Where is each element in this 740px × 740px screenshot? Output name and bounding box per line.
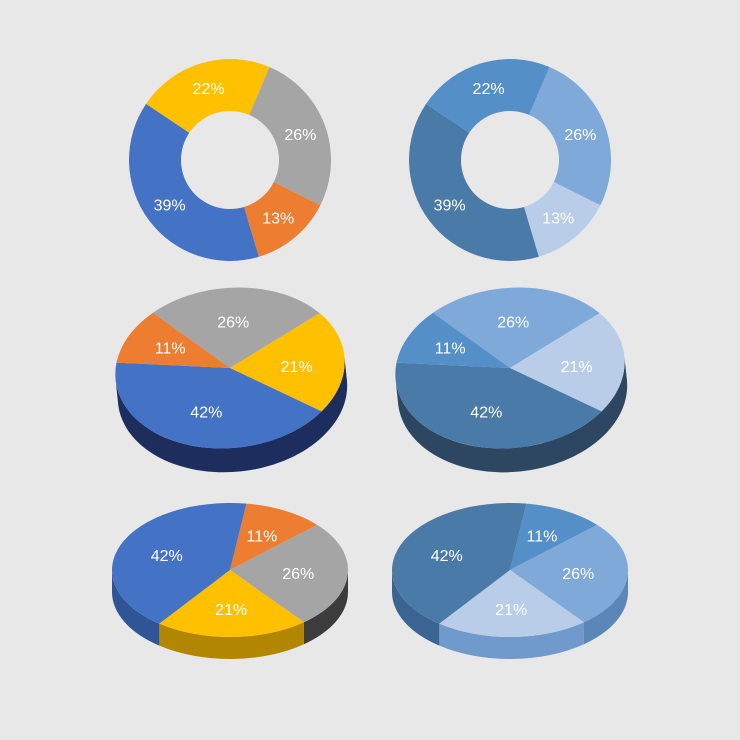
pie-slice <box>115 362 322 449</box>
pie-slice <box>432 287 600 368</box>
slice-label: 39% <box>154 198 186 215</box>
slice-label: 26% <box>282 566 314 583</box>
slice-label: 42% <box>190 404 222 421</box>
slice-label: 39% <box>434 198 466 215</box>
pie-slice <box>112 503 247 624</box>
slice-label: 21% <box>561 359 593 376</box>
slice-label: 26% <box>284 127 316 144</box>
pie-slice <box>439 570 584 637</box>
slice-label: 26% <box>497 315 529 332</box>
slice-label: 11% <box>155 341 186 358</box>
slice-label: 42% <box>431 548 463 565</box>
slice-label: 26% <box>564 127 596 144</box>
pie-side-segment <box>112 570 160 646</box>
pie-slice <box>392 503 527 624</box>
pie-side-segment <box>159 622 304 659</box>
donut-slice <box>529 67 611 206</box>
pie-slice <box>230 313 345 412</box>
pie-body <box>395 287 628 473</box>
slice-label: 26% <box>562 566 594 583</box>
slice-label: 26% <box>217 315 249 332</box>
donut-slice <box>146 59 270 133</box>
donut-slice <box>408 103 539 261</box>
slice-label: 21% <box>281 359 313 376</box>
pie-slice <box>395 362 602 449</box>
donut-slice <box>243 181 321 257</box>
slice-label: 13% <box>262 210 294 227</box>
slice-label: 11% <box>435 341 466 358</box>
slice-label: 42% <box>151 548 183 565</box>
donut-slice <box>129 103 259 261</box>
pie-slice <box>230 524 348 623</box>
pie-side-segment <box>392 570 440 646</box>
pie-slice <box>510 524 628 623</box>
pie-body <box>392 503 628 659</box>
pie-side-segment <box>583 570 628 645</box>
tilted-3d-pie-chart-blue: 26% 21% 42% 11% <box>395 287 628 473</box>
pie-slice <box>116 312 230 368</box>
tilted-3d-pie-chart-multicolor: 26% 21% 42% 11% <box>115 287 348 473</box>
slice-label: 11% <box>246 529 277 546</box>
slice-label: 21% <box>215 602 247 619</box>
pie-body <box>112 503 348 659</box>
slice-label: 22% <box>193 81 225 98</box>
pie-slice <box>230 503 318 570</box>
pie-side-segment <box>439 622 584 659</box>
3d-pie-chart-blue: 11% 26% 21% 42% <box>392 503 628 659</box>
pie-side <box>395 355 628 473</box>
pie-slice <box>510 503 598 570</box>
pie-side-segment <box>303 570 348 645</box>
donut-chart-blue: 26% 13% 39% 22% <box>408 58 611 261</box>
slice-label: 21% <box>495 602 527 619</box>
slice-label: 42% <box>470 404 502 421</box>
pie-body <box>115 287 348 473</box>
pie-slice <box>152 287 320 368</box>
donut-slice <box>249 67 331 206</box>
pie-side <box>115 355 348 473</box>
3d-pie-chart-multicolor: 11% 26% 21% 42% <box>112 503 348 659</box>
slice-label: 13% <box>542 210 574 227</box>
donut-chart-multicolor: 26% 13% 39% 22% <box>129 59 331 261</box>
pie-slice <box>159 570 304 637</box>
slice-label: 22% <box>473 81 505 98</box>
slice-label: 11% <box>526 529 557 546</box>
pie-slice <box>396 312 510 368</box>
pie-slice <box>510 313 625 412</box>
donut-slice <box>523 181 601 257</box>
donut-slice <box>426 58 550 133</box>
